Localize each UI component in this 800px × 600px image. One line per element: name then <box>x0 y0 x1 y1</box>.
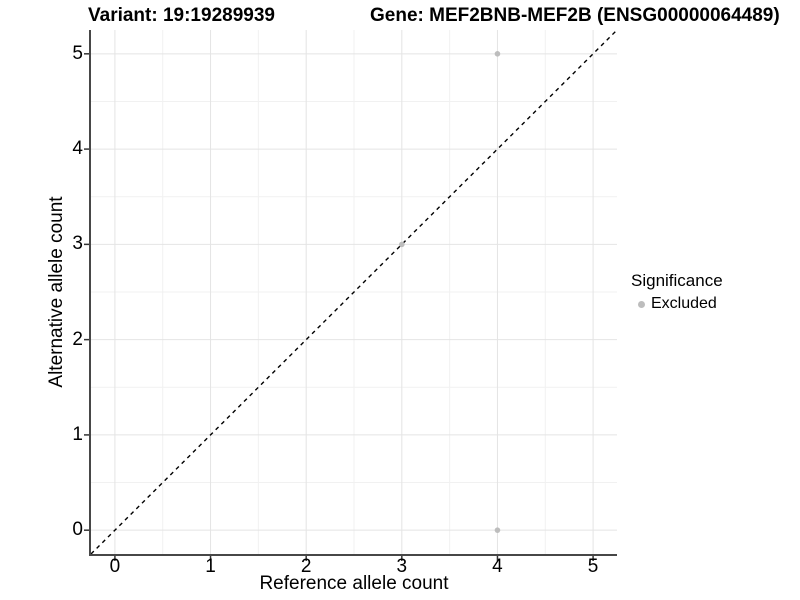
legend-entry-label: Excluded <box>651 295 717 312</box>
data-point <box>494 527 501 533</box>
x-tick-label: 3 <box>396 556 408 577</box>
y-tick-label: 4 <box>72 138 83 160</box>
data-point <box>399 241 405 248</box>
x-tick-label: 1 <box>205 556 216 577</box>
identity-line <box>90 29 618 555</box>
x-tick-label: 0 <box>109 556 121 577</box>
y-tick-label: 0 <box>72 519 83 541</box>
y-tick-label: 3 <box>72 233 83 255</box>
x-tick-label: 5 <box>587 556 599 577</box>
legend: Significance Excluded <box>631 271 723 313</box>
y-tick-label: 5 <box>72 42 83 64</box>
y-axis-title: Alternative allele count <box>46 196 67 388</box>
y-tick-label: 2 <box>72 328 83 350</box>
gene-title: Gene: MEF2BNB-MEF2B (ENSG00000064489) <box>370 5 780 26</box>
y-tick-label: 1 <box>72 423 83 445</box>
data-point <box>494 51 501 57</box>
legend-title: Significance <box>631 271 723 290</box>
x-tick-label: 2 <box>300 556 312 577</box>
variant-title: Variant: 19:19289939 <box>88 5 275 26</box>
x-tick-label: 4 <box>492 556 503 577</box>
legend-point-icon <box>638 300 645 308</box>
legend-entry-excluded: Excluded <box>631 295 723 313</box>
x-axis-title: Reference allele count <box>259 573 449 594</box>
